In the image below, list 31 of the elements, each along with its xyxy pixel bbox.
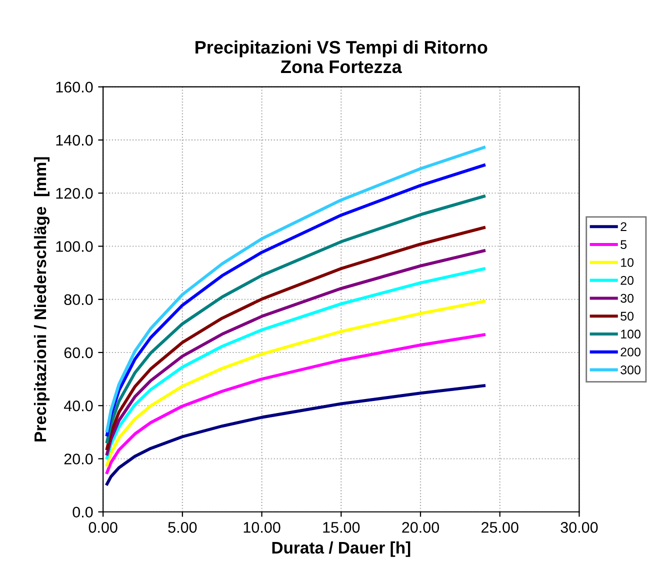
x-tick-label: 5.00: [168, 522, 197, 533]
x-tick-label: 30.00: [560, 522, 598, 533]
chart-title: Precipitazioni VS Tempi di Ritorno Zona Fortezza: [196, 40, 488, 74]
legend-label: 30: [620, 294, 634, 303]
y-axis-title: Precipitazioni / Niederschläge [mm]: [34, 157, 50, 442]
line-series: [106, 300, 486, 467]
legend-label: 2: [620, 222, 626, 231]
x-tick-label: 20.00: [402, 522, 440, 533]
legend-label: 20: [620, 276, 634, 285]
x-tick-label: 0.00: [88, 522, 118, 533]
y-tick-label: 140.0: [56, 134, 93, 146]
legend-label: 200: [620, 348, 640, 356]
y-tick-label: 0.0: [72, 506, 93, 518]
x-tick-label: 10.00: [244, 522, 280, 533]
y-tick-label: 40.0: [64, 400, 93, 412]
y-tick-label: 120.0: [56, 188, 93, 199]
legend-label: 300: [620, 365, 640, 374]
y-tick-label: 20.0: [64, 454, 93, 464]
legend-label: 100: [621, 330, 640, 339]
x-tick-label: 25.00: [482, 522, 518, 533]
line-series: [106, 333, 486, 474]
legend-label: 10: [621, 258, 634, 267]
y-tick-label: 160.0: [56, 82, 93, 93]
line-series: [106, 384, 486, 486]
legend-label: 50: [620, 312, 634, 321]
x-tick-label: 15.00: [323, 522, 360, 533]
legend-label: 5: [620, 240, 627, 250]
y-tick-label: 80.0: [64, 294, 93, 306]
x-axis-title: Durata / Dauer [h]: [272, 541, 410, 557]
y-tick-label: 100.0: [56, 241, 93, 252]
y-tick-label: 60.0: [64, 347, 93, 358]
